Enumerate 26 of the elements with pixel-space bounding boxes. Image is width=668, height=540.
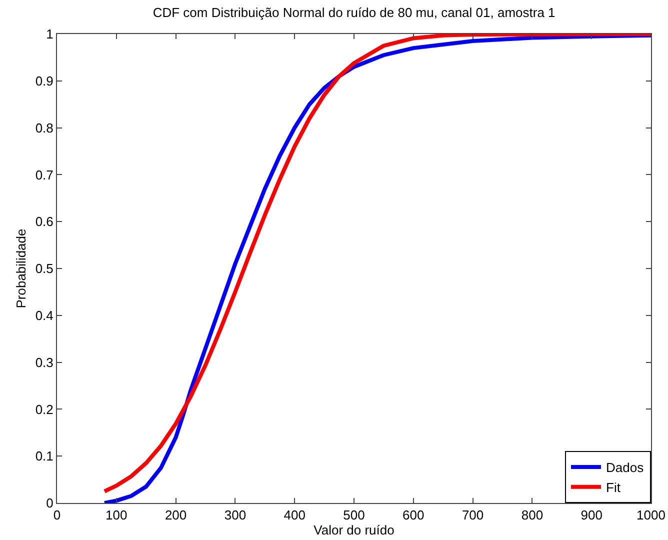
y-tick-label: 0.7 — [35, 167, 54, 182]
x-tick-label: 700 — [462, 508, 484, 523]
x-tick-label: 100 — [106, 508, 128, 523]
y-tick-label: 0.6 — [35, 214, 54, 230]
y-tick-label: 0.4 — [35, 308, 54, 323]
y-tick-label: 1 — [46, 26, 54, 42]
legend-label: Fit — [606, 480, 621, 495]
y-tick-label: 0.3 — [35, 354, 54, 370]
y-tick-label: 0.9 — [35, 73, 54, 88]
y-tick-label: 0 — [46, 496, 54, 511]
y-axis-title: Probabilidade — [13, 228, 28, 308]
y-tick-label: 0.8 — [35, 120, 54, 136]
x-tick-label: 300 — [224, 508, 246, 523]
x-axis-title: Valor do ruído — [314, 522, 394, 538]
x-tick-label: 900 — [580, 508, 602, 523]
y-tick-label: 0.1 — [35, 448, 54, 464]
y-tick-label: 0.2 — [35, 402, 54, 417]
x-tick-label: 400 — [284, 508, 306, 523]
x-tick-label: 200 — [164, 508, 187, 523]
legend-label: Dados — [606, 460, 644, 476]
x-tick-label: 1000 — [636, 508, 666, 523]
x-tick-label: 600 — [402, 508, 424, 523]
chart-title: CDF com Distribuição Normal do ruído de 80 mu, canal 01, amostra 1 — [152, 5, 556, 20]
x-tick-label: 800 — [521, 508, 544, 523]
x-tick-label: 500 — [343, 508, 365, 523]
y-tick-label: 0.5 — [35, 261, 54, 276]
